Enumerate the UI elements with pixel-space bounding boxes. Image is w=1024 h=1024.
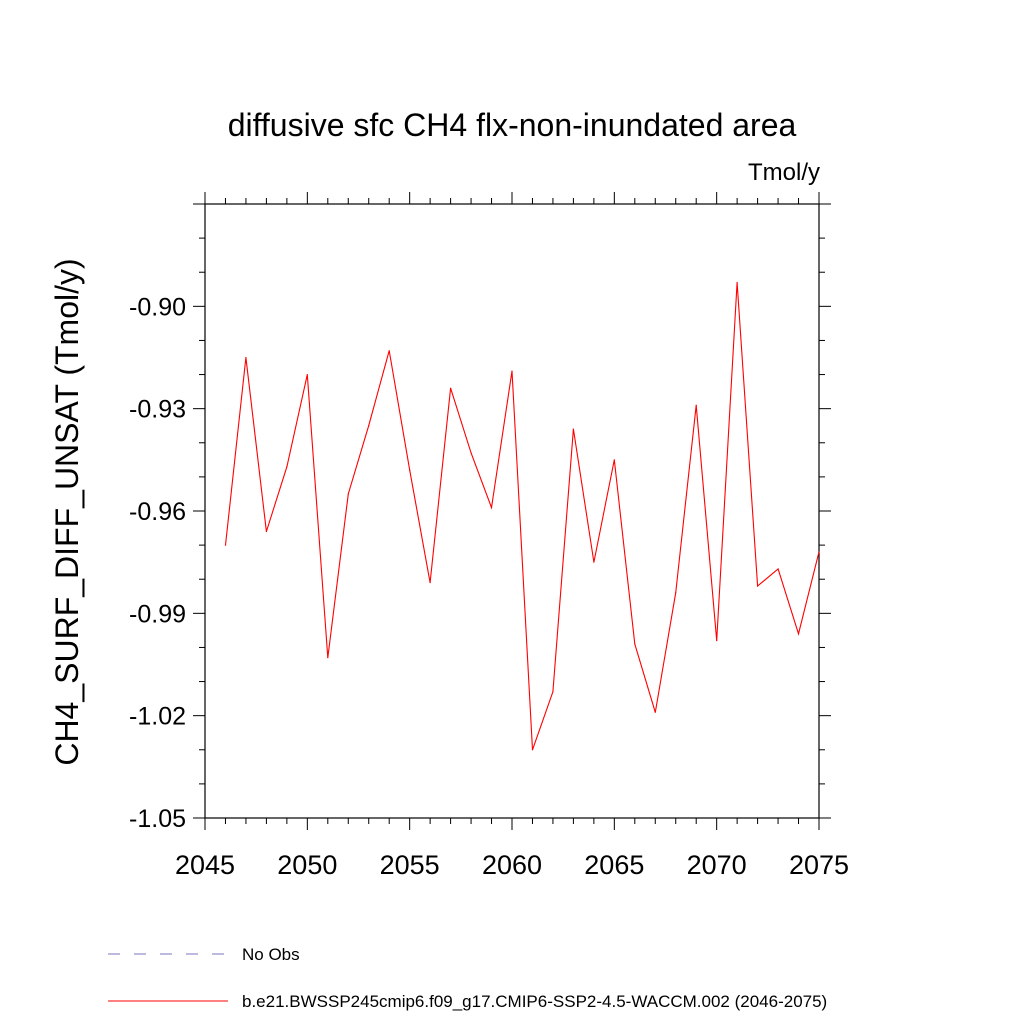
plot-frame — [204, 203, 820, 819]
data-point — [572, 428, 575, 430]
y-tick-label: -1.02 — [129, 703, 186, 731]
data-point — [777, 568, 779, 570]
data-point — [265, 530, 267, 533]
y-axis-label: CH4_SURF_DIFF_UNSAT (Tmol/y) — [49, 258, 85, 765]
data-point — [675, 592, 677, 594]
data-point — [245, 356, 247, 359]
data-point — [224, 544, 227, 546]
data-point — [736, 281, 738, 284]
data-point — [409, 469, 411, 471]
legend-label-series: b.e21.BWSSP245cmip6.f09_g17.CMIP6-SSP2-4… — [242, 992, 827, 1011]
units-label: Tmol/y — [748, 159, 820, 186]
x-tick-label: 2070 — [687, 850, 747, 880]
y-tick-label: -0.93 — [129, 396, 186, 424]
legend-label-no-obs: No Obs — [242, 945, 300, 964]
data-point — [490, 506, 493, 509]
data-point — [613, 459, 615, 461]
x-tick-label: 2055 — [380, 850, 440, 880]
x-tick-label: 2045 — [175, 850, 235, 880]
data-point — [695, 404, 697, 406]
data-point — [368, 425, 370, 427]
data-point — [327, 657, 329, 659]
x-tick-label: 2075 — [789, 850, 849, 880]
series-line — [224, 282, 820, 750]
legend: No Obs b.e21.BWSSP245cmip6.f09_g17.CMIP6-… — [108, 945, 827, 1011]
data-point — [347, 493, 349, 495]
chart-title: diffusive sfc CH4 flx-non-inundated area — [228, 107, 797, 143]
data-point — [388, 350, 390, 352]
x-tick-label: 2060 — [482, 850, 542, 880]
y-tick-label: -0.96 — [129, 498, 186, 526]
data-point — [450, 387, 452, 389]
data-point — [511, 370, 513, 372]
y-tick-label: -0.90 — [129, 293, 186, 321]
data-point — [818, 551, 820, 553]
x-tick-label: 2065 — [584, 850, 644, 880]
data-point — [757, 585, 759, 587]
tick-label-layer: 2045 2050 2055 2060 2065 2070 2075 -1.05 -1.02 -0… — [129, 293, 849, 880]
data-point — [593, 561, 595, 563]
data-point — [797, 633, 800, 635]
data-point — [634, 643, 636, 645]
data-point — [286, 466, 288, 468]
tick-layer — [193, 192, 831, 830]
data-point — [429, 582, 431, 584]
series-layer — [224, 281, 820, 751]
data-point — [306, 373, 308, 376]
data-point — [654, 711, 656, 713]
data-point — [531, 749, 534, 751]
data-point — [716, 640, 718, 642]
data-point — [470, 452, 472, 454]
x-tick-label: 2050 — [277, 850, 337, 880]
y-tick-label: -0.99 — [129, 600, 186, 628]
y-tick-label: -1.05 — [129, 805, 186, 833]
data-point — [552, 691, 554, 693]
